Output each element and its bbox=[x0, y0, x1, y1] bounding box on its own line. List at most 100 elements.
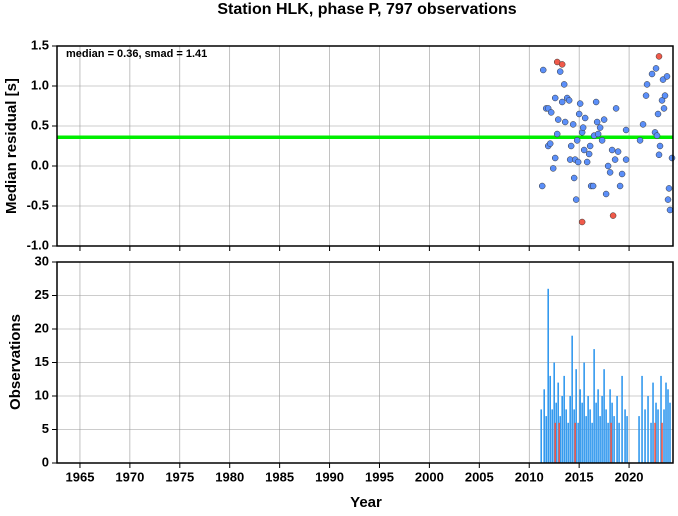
bar bbox=[605, 409, 607, 463]
point bbox=[579, 124, 587, 131]
point bbox=[583, 158, 591, 166]
x-axis-label: Year bbox=[350, 494, 382, 511]
bar bbox=[654, 422, 656, 463]
bar bbox=[657, 409, 659, 463]
bar bbox=[599, 416, 601, 463]
point bbox=[606, 169, 614, 176]
bar bbox=[661, 422, 663, 463]
bar bbox=[571, 335, 573, 463]
point bbox=[616, 182, 624, 190]
point bbox=[586, 142, 594, 150]
bar bbox=[565, 409, 567, 463]
bar bbox=[577, 422, 579, 463]
x-tick-label: 2000 bbox=[415, 469, 444, 484]
point bbox=[556, 68, 564, 75]
point bbox=[598, 137, 606, 144]
bar bbox=[554, 422, 556, 463]
point bbox=[596, 124, 604, 131]
x-tick-label: 1975 bbox=[165, 469, 194, 484]
bar bbox=[603, 369, 605, 463]
point bbox=[573, 137, 581, 144]
point bbox=[578, 218, 586, 226]
bar bbox=[621, 375, 623, 463]
chart-title: Station HLK, phase P, 797 observations bbox=[217, 1, 516, 18]
point bbox=[643, 81, 651, 88]
point bbox=[654, 110, 662, 118]
point bbox=[655, 53, 663, 60]
point bbox=[661, 92, 669, 99]
point bbox=[592, 98, 600, 106]
bar bbox=[641, 375, 643, 463]
point bbox=[560, 81, 568, 88]
point bbox=[664, 196, 672, 203]
bar bbox=[626, 416, 628, 463]
bar bbox=[553, 362, 555, 463]
point bbox=[553, 130, 561, 138]
point bbox=[561, 118, 569, 126]
bar bbox=[638, 416, 640, 463]
point bbox=[652, 65, 660, 72]
point bbox=[658, 97, 666, 104]
point bbox=[602, 190, 610, 198]
bar bbox=[557, 382, 559, 463]
y-tick-label: 1.0 bbox=[31, 77, 49, 92]
point bbox=[668, 154, 676, 162]
point bbox=[572, 196, 580, 203]
point bbox=[622, 156, 630, 163]
point bbox=[558, 98, 566, 106]
y-tick-label: 0.0 bbox=[31, 157, 49, 172]
bar bbox=[650, 422, 652, 463]
bar bbox=[665, 382, 667, 463]
bar bbox=[581, 402, 583, 463]
bar bbox=[591, 422, 593, 463]
point bbox=[608, 146, 616, 154]
bar bbox=[569, 396, 571, 463]
x-tick-label: 1980 bbox=[215, 469, 244, 484]
point bbox=[589, 182, 597, 190]
bar bbox=[647, 396, 649, 463]
y-axis-label: Observations bbox=[7, 314, 24, 410]
point bbox=[612, 105, 620, 112]
point bbox=[554, 116, 562, 123]
bar bbox=[613, 416, 615, 463]
x-tick-label: 2015 bbox=[565, 469, 594, 484]
x-tick-label: 1970 bbox=[115, 469, 144, 484]
point bbox=[539, 66, 547, 74]
point bbox=[565, 97, 573, 104]
bar bbox=[575, 369, 577, 463]
x-tick-label: 1995 bbox=[365, 469, 394, 484]
point bbox=[653, 132, 661, 139]
bar bbox=[561, 396, 563, 463]
point bbox=[558, 61, 566, 68]
bar bbox=[589, 409, 591, 463]
bar bbox=[663, 409, 665, 463]
x-tick-label: 1990 bbox=[315, 469, 344, 484]
point bbox=[648, 70, 656, 78]
point bbox=[622, 126, 630, 134]
point bbox=[594, 130, 602, 138]
y-tick-label: 30 bbox=[35, 253, 49, 268]
y-tick-label: 1.5 bbox=[31, 37, 49, 52]
bar bbox=[593, 349, 595, 463]
bar bbox=[652, 382, 654, 463]
point bbox=[546, 140, 554, 147]
bar bbox=[549, 375, 551, 463]
y-tick-label: 0 bbox=[42, 454, 49, 469]
point bbox=[666, 206, 674, 214]
bar bbox=[660, 375, 662, 463]
bar bbox=[611, 402, 613, 463]
y-tick-label: -0.5 bbox=[27, 197, 49, 212]
bar bbox=[545, 416, 548, 463]
point bbox=[663, 73, 671, 80]
bar bbox=[587, 396, 589, 463]
point bbox=[639, 121, 647, 128]
plot-frame bbox=[56, 45, 674, 247]
point bbox=[551, 154, 559, 162]
point bbox=[551, 94, 559, 102]
bar bbox=[567, 422, 569, 463]
point bbox=[618, 170, 626, 178]
point bbox=[549, 165, 557, 172]
point bbox=[575, 110, 583, 118]
bar bbox=[624, 409, 626, 463]
